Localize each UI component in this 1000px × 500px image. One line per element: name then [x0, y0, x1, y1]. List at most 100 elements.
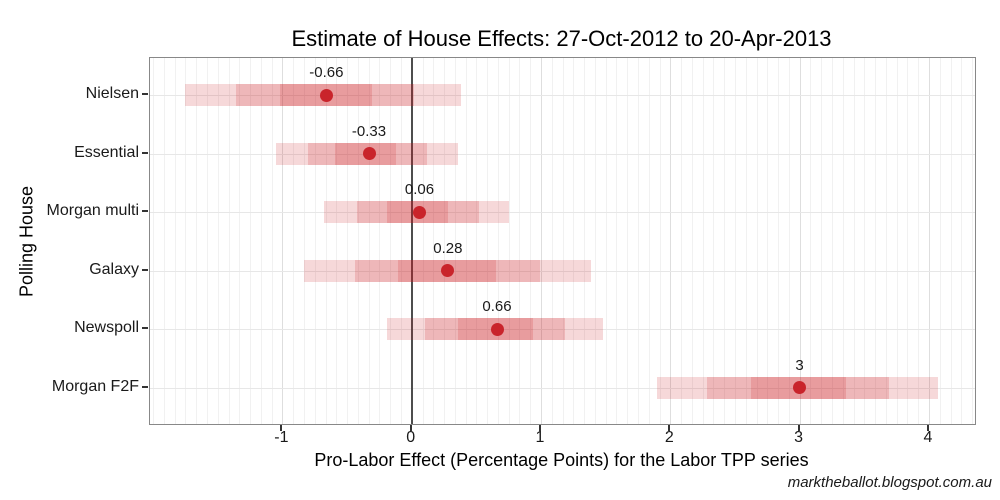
source-caption: marktheballot.blogspot.com.au	[787, 474, 992, 491]
gridline-major	[670, 58, 672, 424]
estimate-dot	[319, 88, 333, 102]
gridline-minor	[163, 58, 165, 424]
gridline-minor	[950, 58, 952, 424]
gridline-minor	[400, 58, 402, 424]
estimate-label: 0.28	[433, 239, 463, 257]
y-axis-tick-label: Morgan F2F	[51, 377, 139, 395]
y-axis-tick	[142, 327, 148, 329]
y-axis-title: Polling House	[16, 185, 37, 298]
gridline-minor	[422, 58, 424, 424]
gridline-minor	[681, 58, 683, 424]
estimate-label: 0.06	[404, 181, 435, 198]
gridline-minor	[454, 58, 456, 424]
estimate-dot	[413, 205, 426, 219]
chart-title: Estimate of House Effects: 27-Oct-2012 t…	[291, 26, 832, 51]
y-axis-tick	[142, 151, 148, 154]
gridline-minor	[239, 58, 241, 424]
x-axis-tick	[926, 425, 929, 431]
x-axis-tick-label: 2	[664, 429, 674, 446]
y-axis-tick-label: Morgan multi	[46, 202, 139, 219]
gridline-minor	[562, 58, 564, 424]
gridline-major	[282, 58, 284, 424]
gridline-minor	[207, 58, 208, 424]
estimate-dot	[490, 322, 504, 336]
x-axis-tick-label: 3	[794, 429, 804, 446]
gridline-minor	[691, 58, 693, 424]
gridline-major	[799, 58, 801, 424]
x-axis-tick-label: 0	[406, 429, 416, 446]
gridline-horizontal	[150, 387, 975, 389]
y-axis-tick-label: Nielsen	[85, 85, 139, 102]
x-axis-tick-label: 4	[923, 429, 933, 446]
gridline-minor	[551, 58, 553, 424]
gridline-minor	[519, 58, 521, 424]
gridline-minor	[767, 58, 769, 424]
estimate-label: 0.66	[482, 298, 512, 315]
gridline-minor	[778, 58, 780, 424]
gridline-horizontal	[150, 95, 975, 96]
gridline-horizontal	[150, 153, 975, 155]
y-axis-tick	[142, 210, 148, 212]
estimate-label: -0.33	[351, 122, 387, 140]
estimate-label: -0.66	[309, 64, 344, 81]
gridline-minor	[530, 58, 532, 424]
estimate-dot	[793, 381, 807, 394]
gridline-minor	[864, 58, 866, 424]
gridline-minor	[497, 58, 499, 424]
gridline-minor	[228, 58, 230, 424]
gridline-minor	[896, 58, 898, 424]
estimate-label: 3	[795, 356, 804, 374]
y-axis-tick-label: Galaxy	[89, 260, 139, 278]
gridline-horizontal	[150, 329, 975, 330]
gridline-minor	[573, 58, 575, 424]
gridline-minor	[627, 58, 629, 424]
x-axis-tick	[539, 425, 541, 431]
gridline-minor	[174, 58, 176, 424]
x-axis-tick-label: -1	[274, 429, 289, 446]
gridline-minor	[293, 58, 295, 424]
gridline-minor	[659, 58, 661, 424]
zero-reference-line	[410, 58, 413, 424]
gridline-minor	[638, 58, 639, 424]
gridline-minor	[616, 58, 618, 424]
gridline-minor	[842, 58, 844, 424]
x-axis-tick	[409, 425, 412, 431]
gridline-minor	[810, 58, 812, 424]
gridline-minor	[196, 58, 198, 424]
x-axis-title: Pro-Labor Effect (Percentage Points) for…	[314, 450, 809, 470]
plot-panel: -0.66 -0.33 0.06 0.28 0.66 3	[149, 57, 976, 425]
gridline-minor	[648, 58, 650, 424]
gridline-minor	[153, 58, 155, 424]
gridline-minor	[465, 58, 467, 424]
gridline-minor	[605, 58, 607, 424]
y-axis-tick-label: Essential	[74, 143, 139, 161]
gridline-minor	[336, 58, 338, 424]
gridline-major	[928, 58, 930, 424]
gridline-minor	[594, 58, 596, 424]
gridline-major	[541, 58, 542, 424]
gridline-minor	[368, 58, 370, 424]
x-axis-tick	[668, 425, 671, 431]
gridline-minor	[735, 58, 736, 424]
gridline-horizontal	[150, 212, 975, 213]
gridline-minor	[250, 58, 252, 424]
gridline-minor	[303, 58, 305, 424]
gridline-minor	[702, 58, 704, 424]
gridline-minor	[390, 58, 392, 424]
estimate-dot	[362, 147, 376, 160]
gridline-minor	[875, 58, 876, 424]
gridline-minor	[347, 58, 348, 424]
gridline-minor	[724, 58, 726, 424]
gridline-minor	[444, 58, 445, 424]
gridline-minor	[713, 58, 715, 424]
estimate-dot	[441, 264, 455, 277]
gridline-minor	[584, 58, 586, 424]
gridline-minor	[939, 58, 941, 424]
x-axis-tick	[280, 425, 283, 431]
gridline-minor	[217, 58, 219, 424]
y-axis-tick	[142, 268, 148, 271]
gridline-minor	[831, 58, 833, 424]
gridline-horizontal	[150, 270, 975, 272]
gridline-minor	[314, 58, 316, 424]
